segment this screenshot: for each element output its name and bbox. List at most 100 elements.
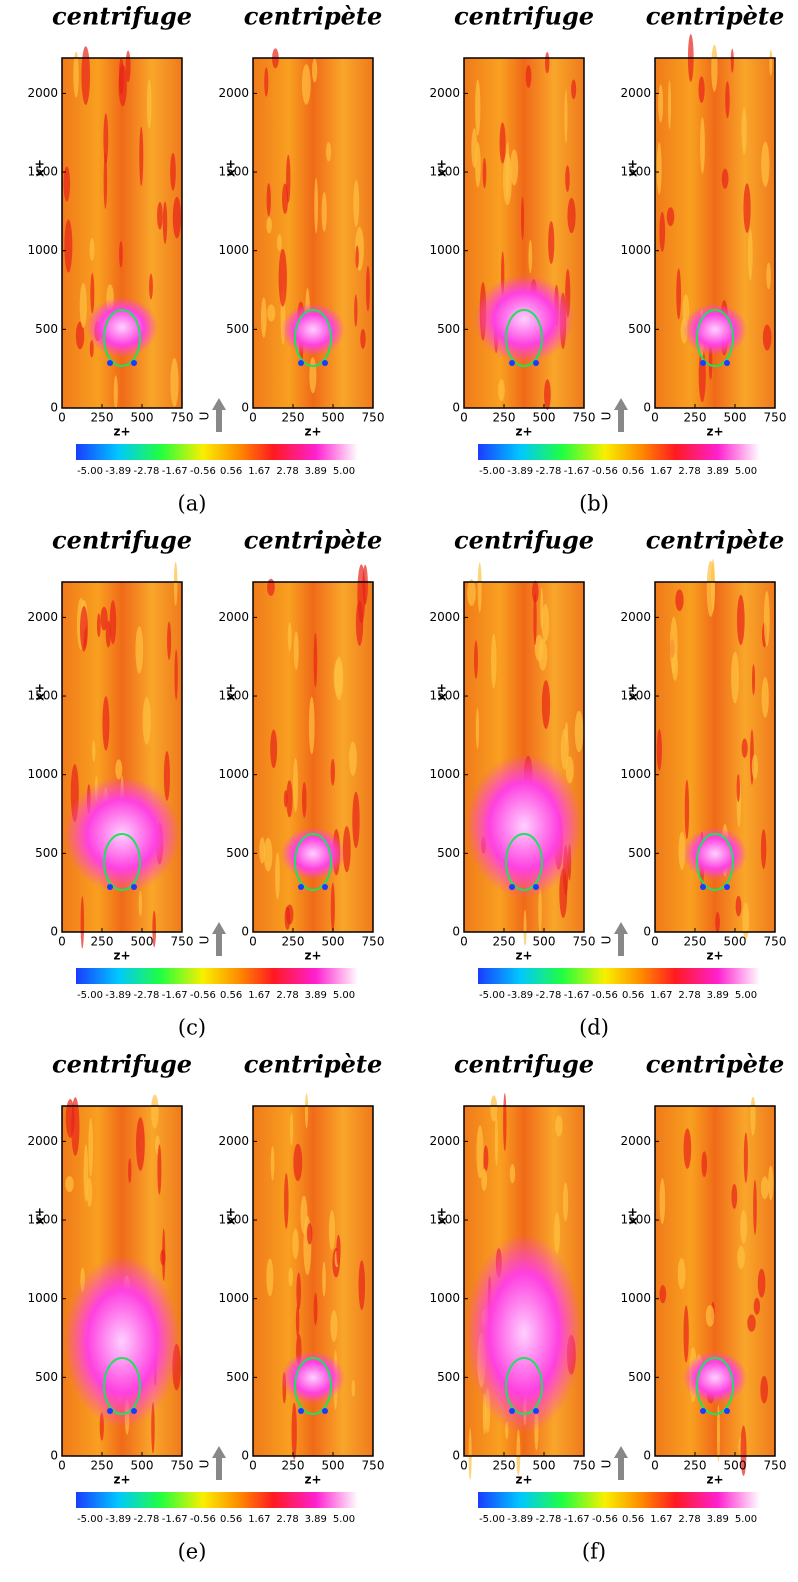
streak [477, 562, 482, 613]
y-tick-label: 2000 [620, 1134, 651, 1148]
streak [683, 1128, 692, 1169]
streak [365, 265, 370, 312]
streak [509, 1164, 516, 1184]
x-tick-label: 0 [58, 935, 66, 949]
velocity-label: U [198, 412, 212, 421]
y-tick-label: 500 [628, 322, 651, 336]
streak [146, 79, 152, 130]
streak [293, 631, 299, 670]
x-axis-label: z+ [304, 425, 321, 439]
colorbar-label: -1.67 [564, 466, 590, 477]
plot-title: centrifuge [52, 2, 192, 31]
x-axis-label: z+ [706, 1473, 723, 1487]
streak [284, 906, 291, 931]
x-tick-label: 750 [764, 935, 787, 949]
streak [538, 638, 548, 671]
colorbar-label: -5.00 [77, 1514, 103, 1525]
x-tick-label: 250 [91, 411, 114, 425]
x-axis-label: z+ [515, 1473, 532, 1487]
blob [86, 297, 158, 358]
plot-frame [61, 581, 183, 933]
streak [286, 154, 291, 203]
y-tick-label: 500 [35, 846, 58, 860]
y-tick-label: 500 [437, 322, 460, 336]
x-tick-label: 500 [533, 411, 556, 425]
streak [743, 1132, 748, 1184]
vortex [724, 1408, 730, 1414]
y-tick-label: 2000 [27, 1134, 58, 1148]
colorbar-label: -2.78 [536, 1514, 562, 1525]
streak [769, 49, 773, 76]
blob [474, 274, 574, 363]
x-tick-label: 0 [460, 935, 468, 949]
streak [309, 357, 317, 394]
streak [675, 589, 684, 612]
streak [336, 1234, 341, 1266]
colorbar-label: 5.00 [333, 990, 355, 1001]
y-axis-label: x+ [435, 1207, 449, 1225]
streak [736, 774, 741, 803]
blob [683, 303, 747, 356]
panel-label: (a) [178, 492, 207, 516]
streak [96, 613, 101, 638]
colorbar-label: -3.89 [105, 466, 131, 477]
streak [482, 157, 487, 189]
vortex [298, 1408, 304, 1414]
streak [730, 48, 734, 73]
x-tick-label: 250 [282, 935, 305, 949]
y-tick-label: 500 [226, 846, 249, 860]
contour-field [655, 1096, 775, 1476]
core [505, 309, 543, 367]
x-axis-label: z+ [706, 425, 723, 439]
colorbar-label: 1.67 [248, 1514, 270, 1525]
streak [475, 79, 481, 136]
streak [659, 1178, 666, 1225]
streak [760, 1176, 769, 1200]
streak [296, 1272, 301, 1310]
x-tick-label: 500 [533, 1459, 556, 1473]
streak [354, 294, 358, 327]
y-tick-label: 500 [628, 1370, 651, 1384]
streak [531, 580, 539, 603]
streak [125, 50, 131, 83]
y-tick-label: 0 [452, 1449, 460, 1463]
streak [523, 909, 527, 946]
colorbar-label: 3.89 [305, 466, 327, 477]
streak [725, 81, 730, 119]
y-tick-label: 500 [226, 322, 249, 336]
streak [701, 1151, 708, 1178]
colorbar-label: -0.56 [592, 466, 618, 477]
core [696, 309, 734, 367]
y-tick-label: 1000 [620, 1291, 651, 1305]
velocity-arrow [212, 922, 226, 956]
colorbar-label: -1.67 [564, 990, 590, 1001]
vortex [322, 884, 328, 890]
x-axis-label: z+ [515, 949, 532, 963]
streak [751, 754, 758, 780]
velocity-arrow [212, 1446, 226, 1480]
y-tick-label: 0 [241, 401, 249, 415]
streak [574, 710, 584, 753]
streak [286, 780, 293, 818]
streak [105, 620, 111, 648]
streak [544, 52, 550, 74]
vortex [322, 1408, 328, 1414]
y-axis-label: x+ [626, 1207, 640, 1225]
streak [138, 890, 143, 917]
colorbar [478, 968, 760, 984]
y-tick-label: 1000 [27, 243, 58, 257]
streak [160, 1249, 166, 1266]
streak [270, 1145, 275, 1181]
streak [565, 756, 574, 784]
colorbar-label: -5.00 [77, 466, 103, 477]
streak [502, 153, 512, 206]
vortex [509, 1408, 515, 1414]
vortex [131, 360, 137, 366]
streak [743, 183, 751, 233]
streak [71, 1097, 80, 1156]
colorbar-label: -2.78 [134, 1514, 160, 1525]
streak [174, 649, 178, 700]
streak [737, 1245, 745, 1270]
streak [677, 1258, 686, 1290]
streak [483, 1145, 489, 1172]
